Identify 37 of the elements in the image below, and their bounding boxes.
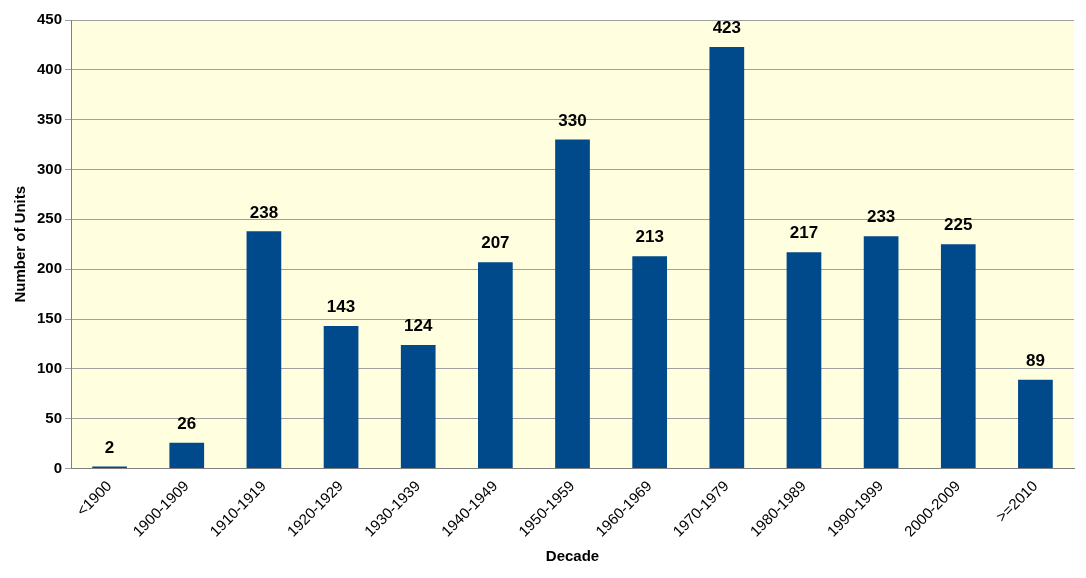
bar: [1018, 379, 1053, 469]
y-tick-label: 350: [37, 109, 63, 127]
bar: [786, 252, 822, 469]
data-label: 213: [635, 227, 664, 247]
data-label: 217: [789, 223, 819, 243]
y-tick-label: 50: [45, 408, 63, 426]
data-label: 124: [404, 316, 433, 336]
bar: [246, 231, 282, 469]
data-label: 330: [558, 110, 587, 130]
data-label: 423: [712, 18, 741, 38]
bar: [478, 262, 513, 469]
y-tick-label: 200: [37, 259, 63, 277]
x-axis-title: Decade: [545, 547, 600, 565]
bar: [400, 344, 436, 469]
data-label: 89: [1025, 351, 1045, 371]
y-axis-title: Number of Units: [11, 185, 29, 303]
data-label: 225: [944, 215, 973, 235]
y-tick-label: 400: [37, 59, 63, 77]
bar: [169, 442, 205, 469]
bar: [555, 139, 590, 469]
y-tick-label: 250: [37, 209, 63, 227]
bar: [863, 236, 899, 469]
y-tick-label: 0: [53, 458, 63, 476]
data-label: 2: [104, 437, 115, 457]
data-label: 207: [481, 233, 510, 253]
bar: [632, 256, 668, 469]
data-label: 143: [326, 297, 356, 317]
data-label: 238: [249, 202, 279, 222]
y-tick-label: 300: [37, 159, 63, 177]
bar: [940, 244, 976, 469]
y-tick-label: 150: [37, 309, 63, 327]
data-label: 26: [177, 413, 197, 433]
bar: [709, 46, 745, 469]
y-tick-label: 450: [37, 10, 63, 28]
bar: [323, 326, 359, 469]
data-label: 233: [866, 207, 896, 227]
y-tick-label: 100: [37, 359, 63, 377]
